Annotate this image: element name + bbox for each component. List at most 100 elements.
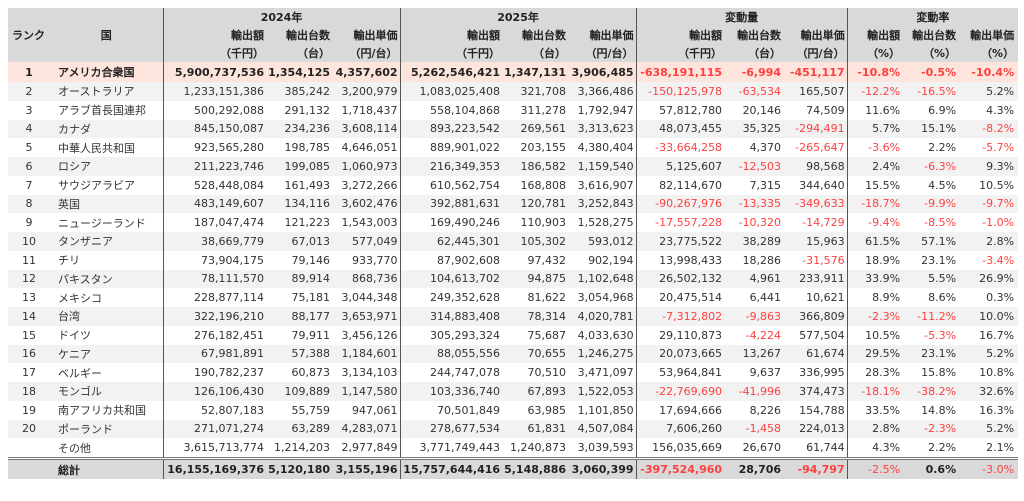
table-row[interactable]: 1 アメリカ合衆国 5,900,737,536 1,354,125 4,357,602 5… [8,62,1019,82]
cell-rate-value: 10.5% [847,325,905,345]
cell-export-units-2025: 168,808 [502,175,569,195]
cell-unit-price-2024: 3,272,266 [332,175,401,195]
cell-rate-value: -3.6% [847,138,905,157]
cell-export-units-2024: 57,388 [266,344,332,364]
header-unit: （台） [502,44,569,62]
table-row[interactable]: 14 台湾 322,196,210 88,177 3,653,971 314,883,40… [8,307,1019,326]
header-label[interactable]: 輸出額 [163,26,266,44]
cell-export-value-2025: 278,677,534 [400,419,503,439]
cell-change-units: -4,224 [724,325,784,345]
cell-rate-price: 0.3% [960,288,1019,307]
cell-export-value-2024: 211,223,746 [163,157,266,176]
header-unit: （%） [960,44,1019,62]
table-row[interactable]: 13 メキシコ 228,877,114 75,181 3,044,348 249,352,… [8,288,1019,307]
cell-rate-price: -3.4% [960,250,1019,270]
table-row[interactable]: 10 タンザニア 38,669,779 67,013 577,049 62,445,301… [8,232,1019,251]
header-label[interactable]: 輸出台数 [904,26,961,44]
cell-export-units-2024: 1,214,203 [266,438,332,459]
cell-export-value-2025: 88,055,556 [400,344,503,364]
header-label[interactable]: 輸出単価 [332,26,401,44]
table-row[interactable]: 9 ニュージーランド 187,047,474 121,223 1,543,003 169,… [8,213,1019,232]
table-row[interactable]: 5 中華人民共和国 923,565,280 198,785 4,646,051 889,9… [8,138,1019,157]
cell-export-value-2025: 5,262,546,421 [400,62,503,82]
cell-unit-price-2024: 577,049 [332,232,401,251]
table-row[interactable]: 8 英国 483,149,607 134,116 3,602,476 392,881,63… [8,194,1019,214]
table-row[interactable]: 2 オーストラリア 1,233,151,386 385,242 3,200,979 1,0… [8,82,1019,101]
cell-change-price: 61,744 [783,438,848,459]
cell-change-value: -397,524,960 [636,457,725,479]
cell-change-price: 374,473 [783,382,848,401]
table-row[interactable]: 11 チリ 73,904,175 79,146 933,770 87,902,608 97,… [8,250,1019,270]
total-row[interactable]: 総計 16,155,169,376 5,120,180 3,155,196 15,757… [8,457,1019,479]
cell-change-value: -7,312,802 [636,307,725,326]
header-unit: （千円） [636,44,725,62]
cell-rank: 5 [8,138,50,157]
header-label[interactable]: 輸出台数 [724,26,784,44]
cell-change-value: 7,606,260 [636,419,725,439]
cell-export-units-2025: 186,582 [502,157,569,176]
table-row[interactable]: 12 パキスタン 78,111,570 89,914 868,736 104,613,70… [8,269,1019,289]
cell-export-units-2024: 134,116 [266,194,332,214]
cell-export-units-2024: 198,785 [266,138,332,157]
cell-unit-price-2024: 933,770 [332,250,401,270]
header-label[interactable]: 輸出台数 [502,26,569,44]
cell-export-units-2025: 70,655 [502,344,569,364]
cell-rate-units: 14.8% [904,400,961,420]
table-row[interactable]: 15 ドイツ 276,182,451 79,911 3,456,126 305,293,3… [8,325,1019,345]
header-label[interactable]: 輸出単価 [568,26,637,44]
header-label[interactable]: 輸出額 [847,26,905,44]
cell-export-value-2025: 216,349,353 [400,157,503,176]
cell-country: ポーランド [50,419,164,439]
export-table: ランク 国 2024年 2025年 変動量 変動率 輸出額 輸出台数 輸出単価 輸出額… [8,8,1019,479]
table-row[interactable]: 16 ケニア 67,981,891 57,388 1,184,601 88,055,556… [8,344,1019,364]
header-label[interactable]: 輸出単価 [960,26,1019,44]
cell-export-units-2025: 67,893 [502,382,569,401]
cell-unit-price-2025: 3,616,907 [568,175,637,195]
table-row[interactable]: 7 サウジアラビア 528,448,084 161,493 3,272,266 610,5… [8,175,1019,195]
cell-rate-price: 2.1% [960,438,1019,459]
cell-export-units-2025: 75,687 [502,325,569,345]
cell-change-price: -265,647 [783,138,848,157]
cell-rate-units: -8.5% [904,213,961,232]
cell-export-value-2024: 16,155,169,376 [163,457,266,479]
cell-change-price: 98,568 [783,157,848,176]
cell-country: ドイツ [50,325,164,345]
cell-rank: 1 [8,62,50,82]
cell-rate-units: 15.8% [904,363,961,382]
cell-change-value: 17,694,666 [636,400,725,420]
cell-country: 南アフリカ共和国 [50,400,164,420]
header-country[interactable]: 国 [50,8,164,62]
table-row[interactable]: 20 ポーランド 271,071,274 63,289 4,283,071 278,677… [8,419,1019,439]
cell-unit-price-2024: 1,543,003 [332,213,401,232]
cell-rank: 7 [8,175,50,195]
header-label[interactable]: 輸出単価 [783,26,848,44]
cell-export-units-2024: 55,759 [266,400,332,420]
cell-export-units-2024: 60,873 [266,363,332,382]
table-row[interactable]: 17 ベルギー 190,782,237 60,873 3,134,103 244,747,… [8,363,1019,382]
header-label[interactable]: 輸出台数 [266,26,332,44]
cell-country: ケニア [50,344,164,364]
header-label[interactable]: 輸出額 [636,26,725,44]
table-row[interactable]: 6 ロシア 211,223,746 199,085 1,060,973 216,349,3… [8,157,1019,176]
cell-country: サウジアラビア [50,175,164,195]
cell-export-value-2025: 889,901,022 [400,138,503,157]
header-label[interactable]: 輸出額 [400,26,503,44]
table-row[interactable]: その他 3,615,713,774 1,214,203 2,977,849 3,771,… [8,438,1019,459]
cell-country: 総計 [50,457,164,479]
cell-country: 中華人民共和国 [50,138,164,157]
table-row[interactable]: 19 南アフリカ共和国 52,807,183 55,759 947,061 70,501,… [8,400,1019,420]
cell-change-units: 35,325 [724,119,784,139]
cell-export-value-2025: 103,336,740 [400,382,503,401]
cell-export-value-2024: 187,047,474 [163,213,266,232]
cell-unit-price-2025: 1,528,275 [568,213,637,232]
table-row[interactable]: 3 アラブ首長国連邦 500,292,088 291,132 1,718,437 558,… [8,100,1019,120]
cell-export-value-2024: 1,233,151,386 [163,82,266,101]
cell-rank: 13 [8,288,50,307]
table-row[interactable]: 18 モンゴル 126,106,430 109,889 1,147,580 103,336… [8,382,1019,401]
table-row[interactable]: 4 カナダ 845,150,087 234,236 3,608,114 893,223,5… [8,119,1019,139]
cell-change-price: -31,576 [783,250,848,270]
header-unit: （円/台） [332,44,401,62]
cell-unit-price-2025: 3,039,593 [568,438,637,459]
header-rank[interactable]: ランク [8,8,50,62]
cell-export-units-2025: 110,903 [502,213,569,232]
